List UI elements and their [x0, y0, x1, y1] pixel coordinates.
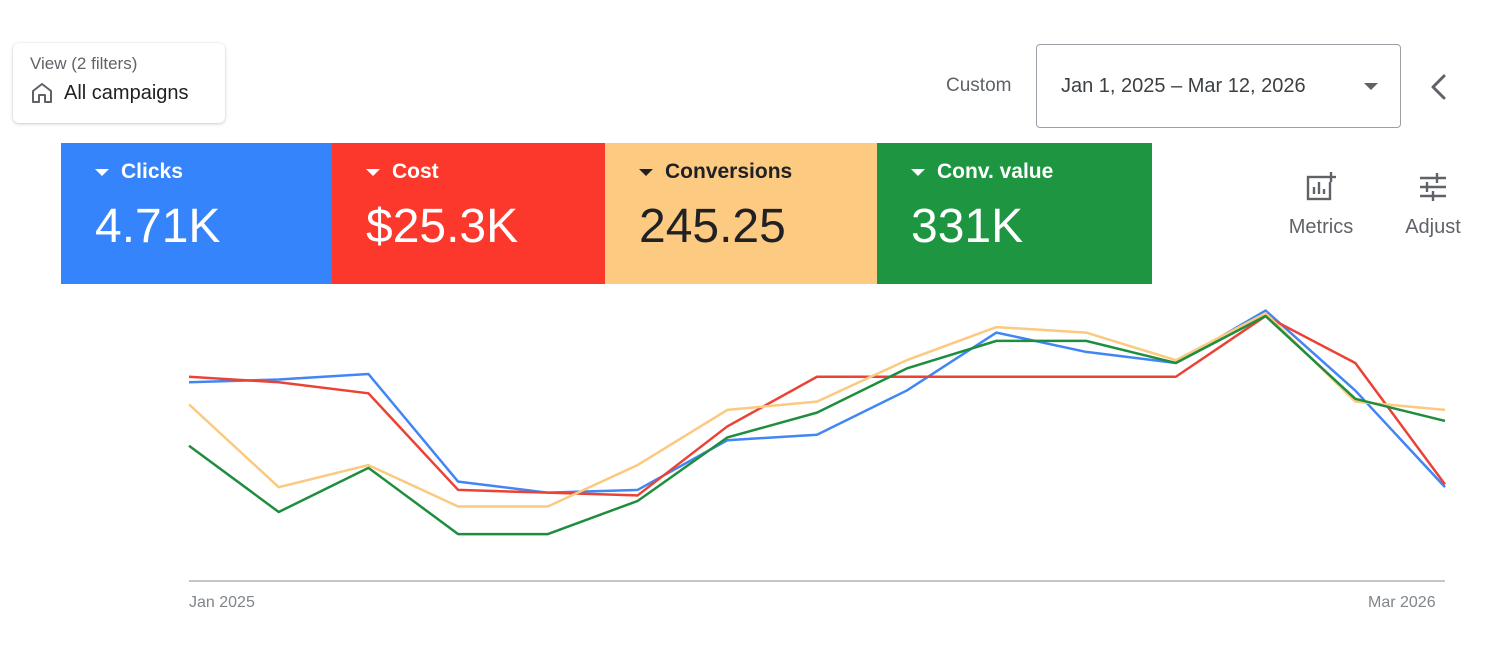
metric-tile-clicks[interactable]: Clicks 4.71K: [61, 143, 332, 284]
view-campaigns-label: All campaigns: [64, 82, 189, 104]
metric-tile-cost[interactable]: Cost $25.3K: [332, 143, 605, 284]
dropdown-arrow-icon: [1364, 83, 1378, 90]
metric-label: Cost: [392, 160, 439, 183]
metric-value: 245.25: [639, 200, 786, 253]
caret-down-icon: [639, 168, 653, 176]
view-selector[interactable]: View (2 filters) All campaigns: [13, 43, 225, 123]
date-range-text: Jan 1, 2025 – Mar 12, 2026: [1061, 74, 1306, 97]
home-icon: [32, 83, 52, 103]
metric-label: Clicks: [121, 160, 183, 183]
metric-tile-conversions[interactable]: Conversions 245.25: [605, 143, 877, 284]
metrics-button-label: Metrics: [1288, 216, 1354, 238]
metric-label: Conversions: [665, 160, 793, 183]
add-chart-icon: [1306, 172, 1336, 201]
caret-down-icon: [366, 168, 380, 176]
date-preset-label: Custom: [946, 75, 1012, 96]
metric-label: Conv. value: [937, 160, 1054, 183]
date-range-picker[interactable]: Jan 1, 2025 – Mar 12, 2026: [1036, 44, 1401, 128]
caret-down-icon: [911, 168, 925, 176]
metric-value: 331K: [911, 200, 1024, 253]
series-line-cost: [188, 314, 1447, 497]
adjust-button-label: Adjust: [1405, 216, 1461, 238]
x-tick-label-end: Mar 2026: [1368, 594, 1436, 611]
adjust-button[interactable]: Adjust: [1396, 170, 1470, 239]
view-filters-label: View (2 filters): [30, 54, 138, 73]
metrics-button[interactable]: Metrics: [1280, 170, 1362, 239]
series-line-conversions: [188, 312, 1446, 508]
chevron-left-icon: [1431, 74, 1446, 100]
metric-tile-conv-value[interactable]: Conv. value 331K: [877, 143, 1152, 284]
metric-value: $25.3K: [366, 200, 519, 253]
caret-down-icon: [95, 168, 109, 176]
back-button[interactable]: [1420, 68, 1458, 106]
x-tick-label-start: Jan 2025: [189, 594, 255, 611]
tune-icon: [1420, 173, 1446, 201]
metric-value: 4.71K: [95, 200, 221, 253]
series-line-conv-value: [188, 314, 1446, 536]
